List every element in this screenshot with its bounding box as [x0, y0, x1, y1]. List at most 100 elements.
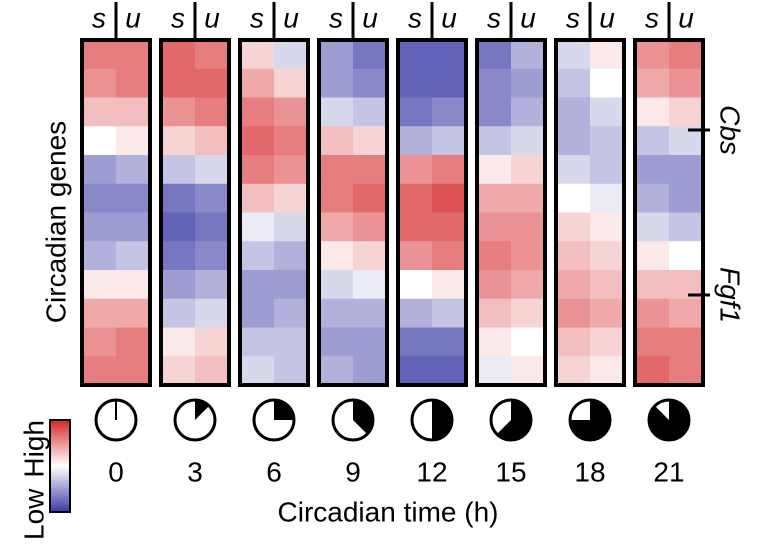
- heatmap-cell: [398, 298, 433, 328]
- column-label: u: [283, 2, 299, 33]
- heatmap-cell: [240, 212, 275, 242]
- heatmap-cell: [240, 270, 275, 300]
- color-bar: [49, 419, 71, 513]
- time-label: 12: [416, 456, 447, 487]
- heatmap-cell: [161, 327, 196, 357]
- heatmap-cell: [161, 97, 196, 127]
- heatmap-cell: [432, 356, 467, 386]
- heatmap-cell: [590, 183, 625, 213]
- heatmap-cell: [195, 270, 230, 300]
- heatmap-cell: [477, 327, 512, 357]
- heatmap-cell: [161, 183, 196, 213]
- clock-fill: [195, 400, 210, 420]
- heatmap-cell: [353, 270, 388, 300]
- time-label: 3: [187, 456, 203, 487]
- heatmap-cell: [511, 212, 546, 242]
- time-label: 18: [574, 456, 605, 487]
- heatmap-cell: [319, 270, 354, 300]
- heatmap-cell: [161, 68, 196, 98]
- panel-border: [238, 38, 310, 387]
- heatmap-cell: [161, 356, 196, 386]
- heatmap-cell: [432, 212, 467, 242]
- heatmap-cell: [116, 68, 151, 98]
- panel-border: [80, 38, 152, 387]
- column-label: u: [678, 2, 694, 33]
- clock-fill: [570, 400, 610, 440]
- heatmap-cell: [398, 40, 433, 70]
- heatmap-cell: [353, 241, 388, 271]
- heatmap-cell: [319, 97, 354, 127]
- heatmap-cell: [82, 155, 117, 185]
- heatmap-cell: [477, 356, 512, 386]
- column-label: u: [362, 2, 378, 33]
- heatmap-cell: [432, 97, 467, 127]
- heatmap-cell: [590, 40, 625, 70]
- heatmap-cell: [353, 126, 388, 156]
- heatmap-cell: [590, 356, 625, 386]
- column-label: u: [441, 2, 457, 33]
- column-label: u: [599, 2, 615, 33]
- heatmap-cell: [590, 241, 625, 271]
- heatmap-cell: [240, 40, 275, 70]
- heatmap-cell: [240, 327, 275, 357]
- heatmap-cell: [353, 356, 388, 386]
- heatmap-cell: [274, 356, 309, 386]
- heatmap-cell: [556, 126, 591, 156]
- heatmap-cell: [195, 40, 230, 70]
- heatmap-cell: [477, 270, 512, 300]
- heatmap-cell: [195, 126, 230, 156]
- heatmap-cell: [274, 97, 309, 127]
- heatmap-cell: [635, 183, 670, 213]
- heatmap-cell: [511, 68, 546, 98]
- heatmap-cell: [511, 270, 546, 300]
- heatmap-cell: [240, 155, 275, 185]
- heatmap-cell: [82, 126, 117, 156]
- heatmap-cell: [274, 68, 309, 98]
- heatmap-cell: [161, 212, 196, 242]
- heatmap-cell: [511, 183, 546, 213]
- heatmap-cell: [195, 212, 230, 242]
- column-label: s: [171, 2, 185, 33]
- panel-border: [475, 38, 547, 387]
- heatmap-cell: [240, 241, 275, 271]
- heatmap-cell: [274, 327, 309, 357]
- heatmap-cell: [319, 183, 354, 213]
- heatmap-cell: [511, 241, 546, 271]
- heatmap-cell: [477, 97, 512, 127]
- heatmap-cell: [511, 126, 546, 156]
- heatmap-cell: [556, 241, 591, 271]
- column-label: u: [520, 2, 536, 33]
- gene-label: Cbs: [715, 105, 746, 155]
- column-label: s: [566, 2, 580, 33]
- column-label: s: [408, 2, 422, 33]
- heatmap-cell: [116, 241, 151, 271]
- heatmap-cell: [398, 327, 433, 357]
- heatmap-cell: [161, 241, 196, 271]
- heatmap-cell: [319, 155, 354, 185]
- heatmap-cell: [161, 126, 196, 156]
- heatmap-cell: [635, 68, 670, 98]
- heatmap-cell: [116, 270, 151, 300]
- heatmap-cell: [274, 183, 309, 213]
- heatmap-cell: [590, 327, 625, 357]
- column-label: s: [92, 2, 106, 33]
- heatmap-cell: [82, 212, 117, 242]
- heatmap-cell: [319, 241, 354, 271]
- heatmap-cell: [353, 97, 388, 127]
- heatmap-cell: [511, 298, 546, 328]
- heatmap-cell: [511, 327, 546, 357]
- heatmap-cell: [556, 298, 591, 328]
- heatmap-cell: [116, 298, 151, 328]
- time-label: 21: [653, 456, 684, 487]
- time-label: 0: [108, 456, 124, 487]
- heatmap-cell: [82, 40, 117, 70]
- clock-fill: [432, 400, 452, 440]
- heatmap-cell: [353, 40, 388, 70]
- heatmap-cell: [353, 327, 388, 357]
- heatmap-cell: [398, 126, 433, 156]
- heatmap-cell: [669, 327, 704, 357]
- heatmap-cell: [669, 97, 704, 127]
- heatmap-cell: [195, 356, 230, 386]
- heatmap-cell: [477, 155, 512, 185]
